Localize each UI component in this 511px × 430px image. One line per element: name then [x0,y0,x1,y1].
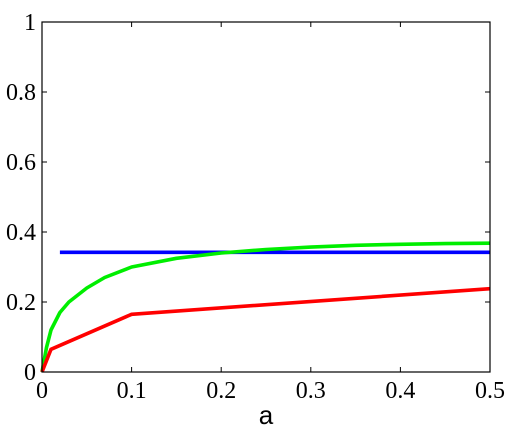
x-tick-label: 0 [36,378,48,404]
y-tick-label: 0.8 [6,80,36,106]
series-layer [40,241,491,373]
x-tick-label: 0.4 [385,378,415,404]
x-tick-label: 0.5 [475,378,505,404]
y-tick-label: 1 [24,10,36,36]
tick-layer [41,21,491,373]
plot-frame [41,21,491,373]
y-tick-label: 0.2 [6,290,36,316]
series-line-2 [40,241,491,373]
x-tick-label: 0.3 [296,378,326,404]
y-tick-labels: 0 0.2 0.4 0.6 0.8 1 [6,10,36,386]
x-tick-label: 0.1 [117,378,147,404]
x-tick-labels: 0 0.1 0.2 0.3 0.4 0.5 [36,378,505,404]
y-tick-label: 0 [24,360,36,386]
y-tick-label: 0.4 [6,220,36,246]
x-axis-label: a [259,400,274,430]
x-tick-label: 0.2 [206,378,236,404]
series-line-3 [40,286,491,373]
y-tick-label: 0.6 [6,150,36,176]
